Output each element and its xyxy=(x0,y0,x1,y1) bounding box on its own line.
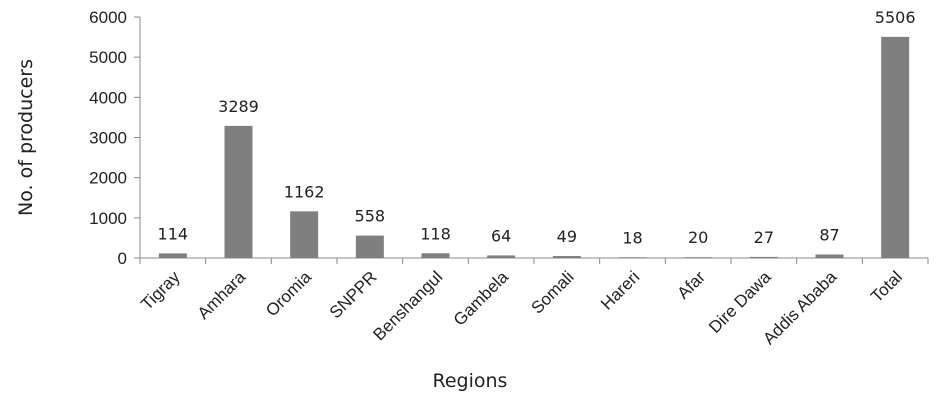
y-tick-label: 2000 xyxy=(89,169,127,188)
bar-amhara xyxy=(224,125,253,258)
data-label: 64 xyxy=(491,226,511,245)
x-tick-label: Total xyxy=(867,267,906,306)
x-tick-label: Dire Dawa xyxy=(705,267,775,337)
data-label: 27 xyxy=(754,228,774,247)
data-label: 87 xyxy=(819,226,839,245)
data-label: 5506 xyxy=(875,8,916,27)
bar-total xyxy=(881,36,910,259)
bar-gambela xyxy=(487,255,516,258)
bar-tigray xyxy=(158,253,187,258)
data-label: 49 xyxy=(557,227,577,246)
y-tick-label: 5000 xyxy=(89,48,127,67)
x-tick-label: SNPPR xyxy=(326,267,381,322)
y-tick-label: 4000 xyxy=(89,88,127,107)
x-tick-label: Gambela xyxy=(450,267,513,330)
data-label: 558 xyxy=(355,207,386,226)
bar-somali xyxy=(552,256,581,258)
y-tick-label: 0 xyxy=(118,249,127,268)
bar-benshangul xyxy=(421,253,450,258)
y-tick-label: 3000 xyxy=(89,129,127,148)
y-tick-label: 1000 xyxy=(89,209,127,228)
y-axis-title: No. of producers xyxy=(15,59,37,216)
x-tick-label: Amhara xyxy=(194,267,250,323)
data-label: 18 xyxy=(622,228,642,247)
data-label: 3289 xyxy=(218,97,259,116)
x-tick-label: Hareri xyxy=(597,267,643,313)
x-tick-label: Oromia xyxy=(262,267,315,320)
data-labels: 114 3289 1162 558 118 64 49 18 20 27 87 5506 xyxy=(158,8,916,247)
bar-oromia xyxy=(290,211,319,258)
bar-addis-ababa xyxy=(815,254,844,258)
x-tick-label: Benshangul xyxy=(369,267,446,344)
data-label: 118 xyxy=(420,224,451,243)
y-tick-label: 6000 xyxy=(89,8,127,27)
x-tick-label: Somali xyxy=(527,267,577,317)
bar-hareri xyxy=(618,257,647,258)
y-ticks: 0 1000 2000 3000 4000 5000 6000 xyxy=(89,8,140,268)
data-label: 1162 xyxy=(284,182,325,201)
x-axis-title: Regions xyxy=(433,370,508,392)
x-ticks xyxy=(139,258,929,264)
x-tick-label: Afar xyxy=(674,267,710,303)
bar-dire-dawa xyxy=(749,256,778,258)
data-label: 114 xyxy=(158,224,189,243)
bar-afar xyxy=(684,257,713,258)
axes xyxy=(139,17,928,259)
bar-snppr xyxy=(355,235,384,258)
data-label: 20 xyxy=(688,228,708,247)
x-tick-label: Tigray xyxy=(137,267,184,314)
bars xyxy=(158,36,910,259)
